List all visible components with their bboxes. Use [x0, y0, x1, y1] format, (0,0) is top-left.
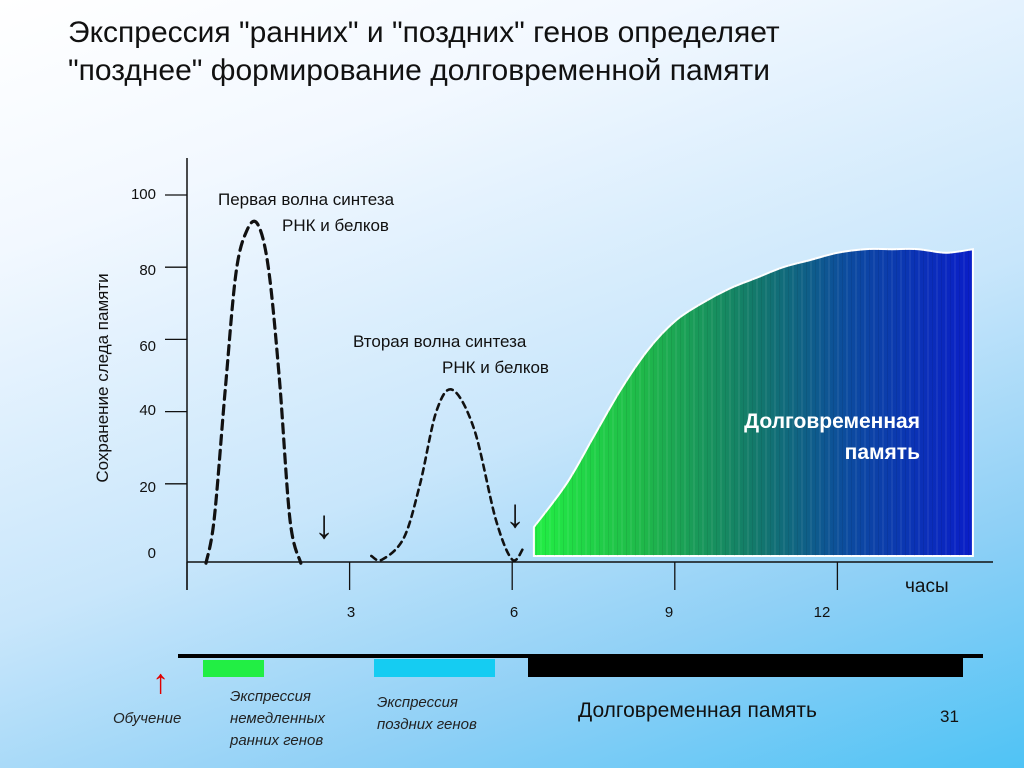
x-tick-label: 12 — [813, 604, 831, 621]
ltm-area-label: Долговременная память — [660, 406, 920, 468]
slide-number: 31 — [940, 707, 959, 726]
early-genes-bar — [203, 660, 264, 677]
y-tick-label: 40 — [139, 402, 156, 419]
ltm-area-label-line-1: Долговременная — [744, 410, 920, 433]
y-tick-label: 80 — [139, 262, 156, 279]
early-genes-label-line: немедленных — [230, 710, 326, 727]
x-tick-label: 6 — [509, 604, 519, 621]
ltm-bottom-label: Долговременная память — [578, 699, 817, 722]
slide-title: Экспрессия "ранних" и "поздних" генов оп… — [68, 14, 968, 90]
y-tick-label: 0 — [147, 545, 156, 562]
y-axis-label: Сохранение следа памяти — [93, 273, 112, 483]
x-axis-label: часы — [905, 576, 949, 597]
learning-label: Обучение — [113, 710, 182, 727]
early-genes-label: Экспрессия немедленных ранних генов — [230, 686, 325, 752]
second-wave-label-line-1: Вторая волна синтеза — [353, 332, 527, 351]
late-genes-label: Экспрессия поздних генов — [377, 692, 477, 736]
second-wave-curve — [370, 388, 525, 562]
y-tick-label: 20 — [139, 479, 156, 496]
title-line-1: Экспрессия "ранних" и "поздних" генов оп… — [68, 16, 780, 49]
early-genes-label-line: Экспрессия — [230, 688, 311, 705]
late-genes-label-line: Экспрессия — [377, 694, 458, 711]
ltm-bar — [528, 657, 963, 677]
arrow-up-icon: ↑ — [152, 663, 169, 701]
y-tick-label: 60 — [139, 338, 156, 355]
ltm-area-label-line-2: память — [844, 441, 920, 464]
first-wave-curve — [204, 219, 303, 565]
first-wave-label-line-1: Первая волна синтеза — [218, 190, 395, 209]
early-genes-label-line: ранних генов — [230, 732, 324, 749]
first-wave-label-line-2: РНК и белков — [282, 216, 389, 235]
arrow-down-icon: ↓ — [314, 503, 334, 547]
y-tick-label: 100 — [130, 186, 156, 203]
x-tick-label: 3 — [346, 604, 356, 621]
late-genes-bar — [374, 659, 495, 677]
ltm-area-texture — [533, 248, 973, 556]
timeline-axis-line — [178, 654, 983, 658]
second-wave-label-line-2: РНК и белков — [442, 358, 549, 377]
arrow-down-icon: ↓ — [505, 492, 525, 536]
x-tick-label: 9 — [664, 604, 674, 621]
late-genes-label-line: поздних генов — [377, 716, 477, 733]
title-line-2: "позднее" формирование долговременной па… — [68, 54, 771, 87]
